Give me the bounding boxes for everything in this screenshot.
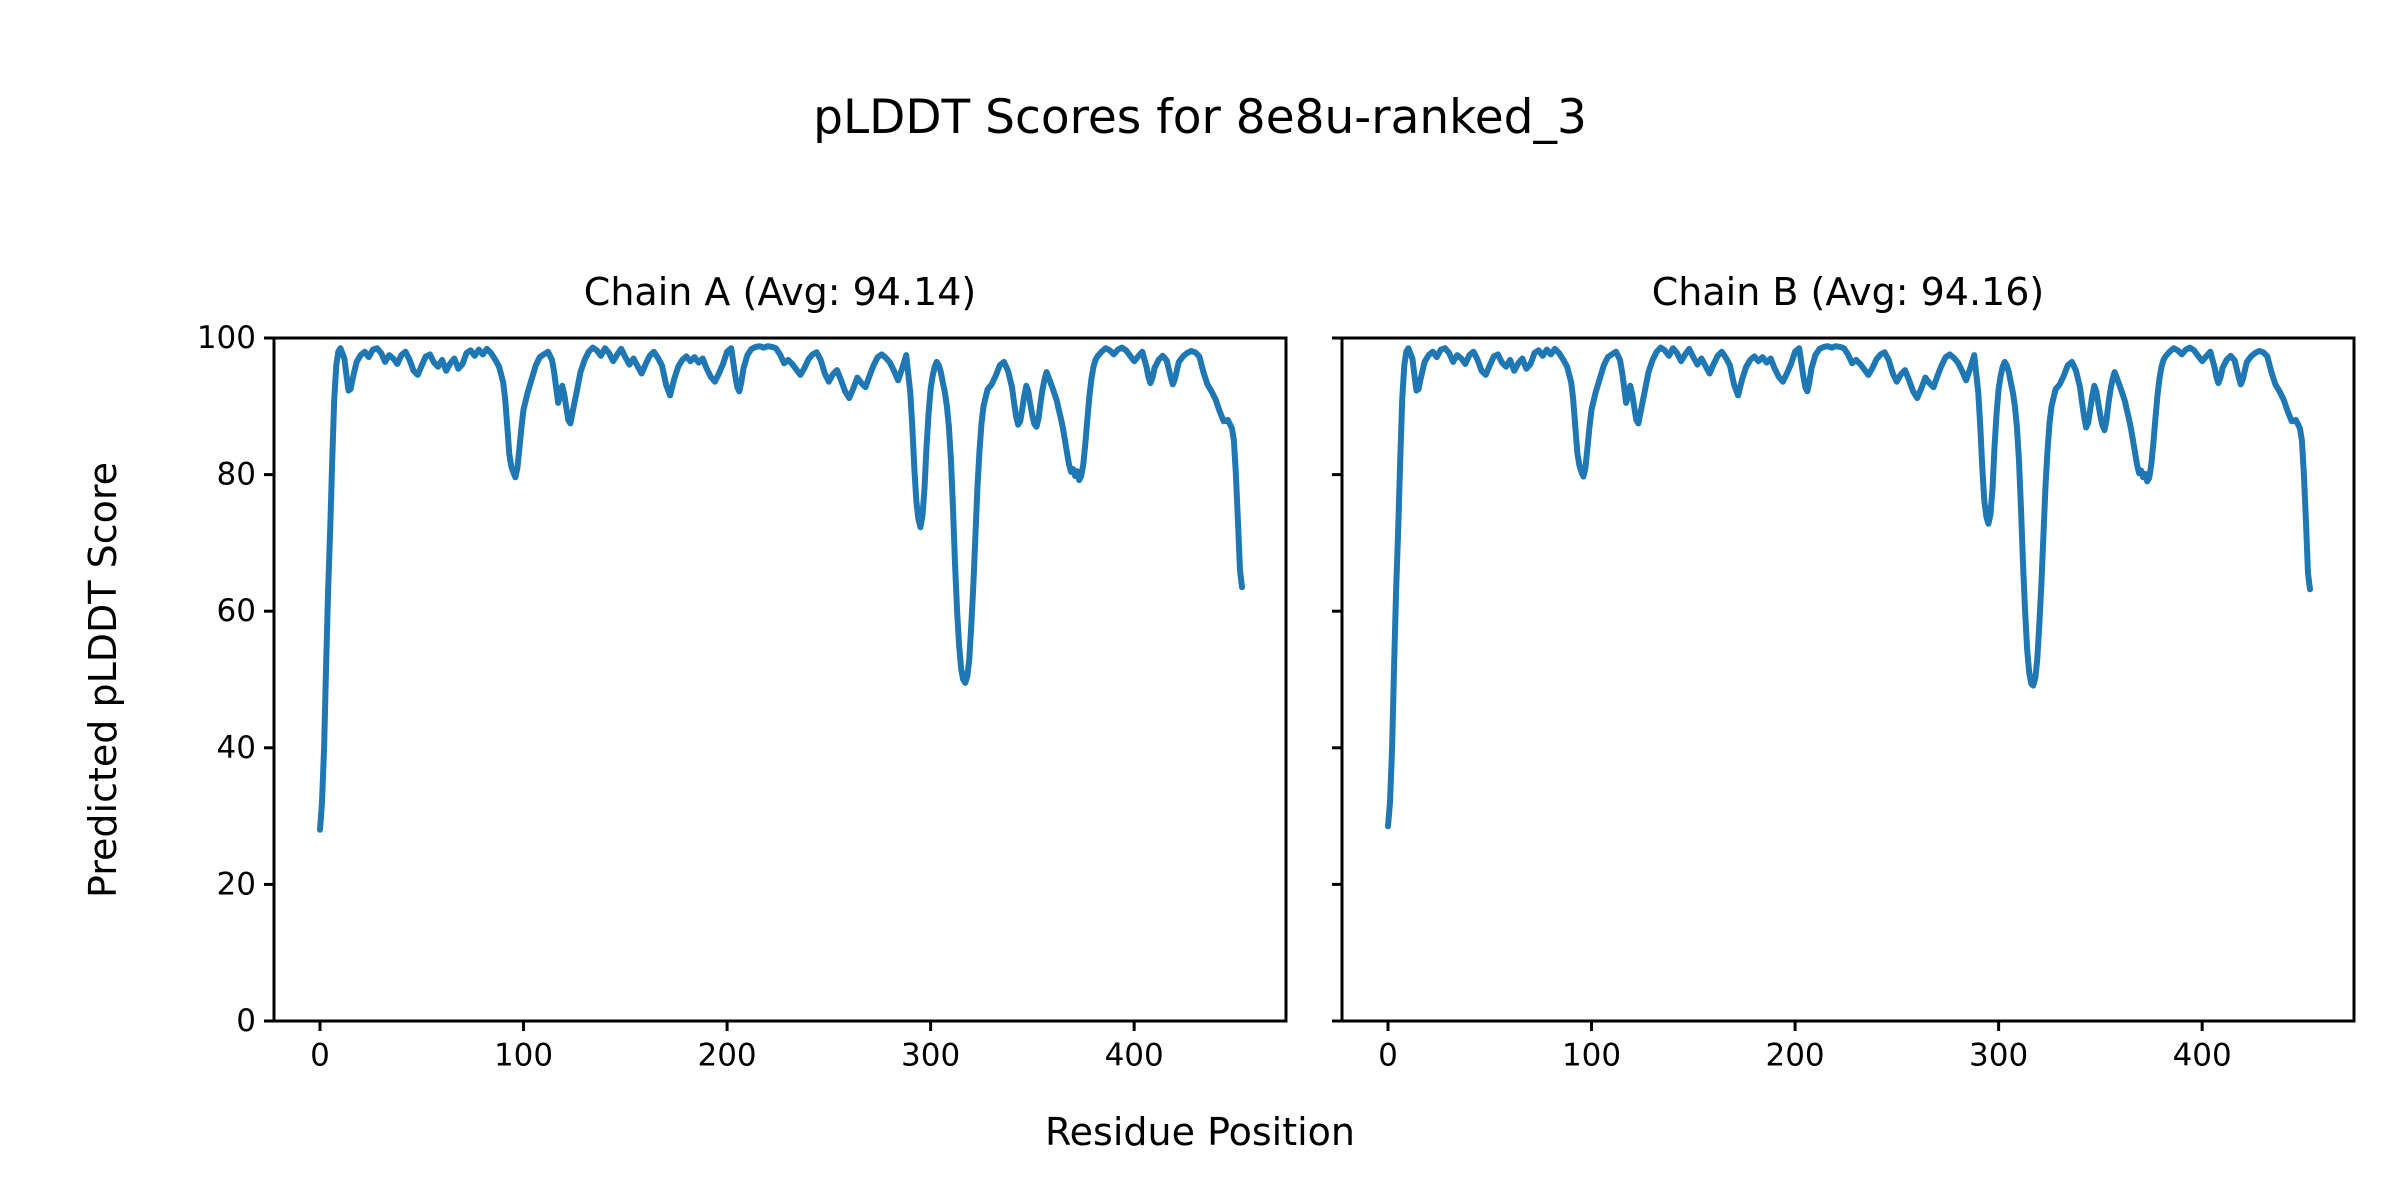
chain-a-line-plot: 0 100 200 300 400 0 20 40 60 80 100 [197, 320, 1288, 1073]
x-tick-label: 300 [1969, 1037, 2028, 1073]
x-tick-label: 100 [1562, 1037, 1621, 1073]
y-tick-label: 40 [217, 730, 256, 766]
x-tick-label: 400 [1105, 1037, 1164, 1073]
y-tick-label: 0 [236, 1003, 256, 1039]
x-tick-label: 0 [310, 1037, 330, 1073]
subplot-title-chain-b: Chain B (Avg: 94.16) [1651, 270, 2045, 314]
figure-title: pLDDT Scores for 8e8u-ranked_3 [813, 90, 1587, 145]
chain-b-line-plot: 0 100 200 300 400 [1332, 336, 2356, 1073]
plddt-line [317, 343, 1245, 833]
y-tick-label: 100 [197, 320, 256, 356]
y-tick-label: 80 [217, 457, 256, 493]
subplot-title-chain-a: Chain A (Avg: 94.14) [583, 270, 977, 314]
y-axis-label: Predicted pLDDT Score [81, 462, 126, 898]
x-tick-label: 400 [2173, 1037, 2232, 1073]
x-tick-label: 0 [1378, 1037, 1398, 1073]
plddt-line [1385, 343, 2313, 830]
x-tick-label: 100 [494, 1037, 553, 1073]
axes-spines [1340, 336, 2356, 1023]
x-tick-label: 300 [901, 1037, 960, 1073]
axes-spines [272, 336, 1288, 1023]
y-tick-label: 60 [217, 593, 256, 629]
y-tick-label: 20 [217, 866, 256, 902]
x-tick-label: 200 [1765, 1037, 1824, 1073]
x-axis-label: Residue Position [1044, 1110, 1356, 1154]
x-tick-label: 200 [697, 1037, 756, 1073]
